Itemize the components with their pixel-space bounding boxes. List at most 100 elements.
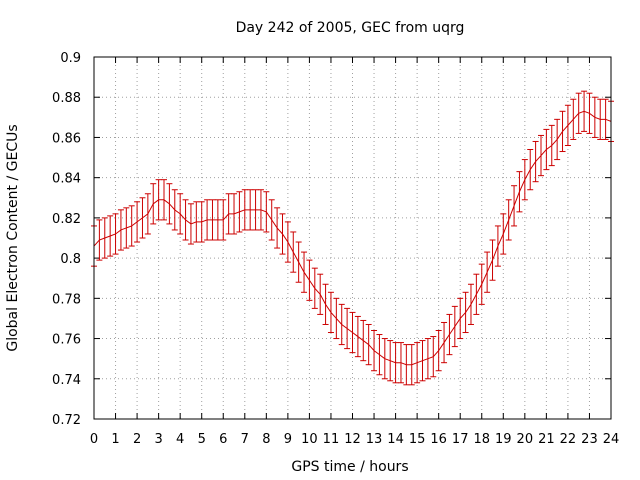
x-tick-label: 0: [90, 432, 98, 447]
errorbar-point: [575, 92, 582, 134]
y-tick-label: 0.88: [52, 91, 81, 106]
errorbar-point: [435, 330, 442, 372]
errorbar-point: [295, 241, 302, 283]
x-tick-label: 8: [262, 432, 270, 447]
errorbar-point: [537, 134, 544, 177]
errorbar-point: [263, 191, 270, 233]
y-tick-label: 0.8: [60, 252, 81, 267]
errorbar-point: [392, 342, 399, 384]
errorbar-point: [193, 201, 200, 243]
errorbar-point: [209, 199, 216, 241]
errorbar-point: [257, 189, 264, 231]
errorbar-point: [177, 193, 184, 235]
errorbar-point: [236, 191, 243, 233]
errorbar-point: [187, 203, 194, 245]
x-tick-label: 23: [581, 432, 598, 447]
errorbar-point: [107, 215, 114, 257]
errorbar-point: [317, 273, 324, 315]
x-tick-label: 3: [154, 432, 162, 447]
errorbar-point: [128, 205, 135, 247]
x-tick-label: 15: [409, 432, 426, 447]
x-tick-label: 1: [111, 432, 119, 447]
errorbar-point: [564, 104, 571, 146]
errorbar-point: [274, 207, 281, 249]
errorbar-point: [586, 92, 593, 134]
errorbar-point: [241, 189, 248, 231]
errorbar-point: [387, 340, 394, 382]
errorbar-point: [301, 251, 308, 293]
x-tick-label: 17: [452, 432, 469, 447]
errorbar-point: [570, 98, 577, 140]
errorbar-point: [96, 219, 103, 261]
errorbar-point: [220, 199, 227, 241]
errorbar-point: [467, 283, 474, 325]
errorbar-point: [597, 98, 604, 140]
x-tick-label: 9: [284, 432, 292, 447]
errorbar-point: [403, 344, 410, 386]
errorbar-point: [397, 342, 404, 384]
errorbar-point: [117, 209, 124, 251]
y-tick-label: 0.84: [52, 172, 81, 187]
errorbar-point: [225, 193, 232, 235]
x-tick-label: 4: [176, 432, 184, 447]
x-tick-label: 24: [603, 432, 620, 447]
series-errorbars: [91, 90, 614, 386]
errorbar-point: [306, 259, 313, 301]
x-tick-label: 19: [495, 432, 512, 447]
errorbar-point: [376, 334, 383, 376]
errorbar-point: [171, 189, 178, 231]
errorbar-point: [155, 179, 162, 221]
errorbar-point: [591, 96, 598, 138]
errorbar-point: [532, 140, 539, 183]
errorbar-point: [500, 213, 507, 255]
x-tick-label: 7: [241, 432, 249, 447]
errorbar-point: [462, 291, 469, 334]
tick-labels: 0 1 2 3 4 5 6 7 8 9 10 11 12 13 14 15 16 17 18 19 20 21 22 23 24…: [52, 51, 619, 447]
errorbar-point: [581, 90, 588, 132]
x-tick-label: 2: [133, 432, 141, 447]
errorbar-point: [247, 189, 254, 231]
errorbar-point: [419, 340, 426, 382]
y-tick-label: 0.74: [52, 373, 81, 388]
chart-title: Day 242 of 2005, GEC from uqrg: [236, 20, 465, 36]
errorbar-point: [311, 267, 318, 309]
x-tick-label: 21: [538, 432, 555, 447]
errorbar-point: [489, 239, 496, 281]
errorbar-point: [139, 197, 146, 239]
errorbar-point: [231, 193, 238, 235]
x-tick-label: 5: [198, 432, 206, 447]
errorbar-point: [284, 221, 291, 263]
errorbar-point: [484, 251, 491, 293]
x-tick-label: 6: [219, 432, 227, 447]
errorbar-point: [559, 110, 566, 153]
y-tick-label: 0.76: [52, 333, 81, 348]
x-tick-label: 14: [387, 432, 404, 447]
y-tick-label: 0.72: [52, 413, 81, 428]
errorbar-point: [166, 183, 173, 225]
errorbar-point: [441, 321, 448, 364]
errorbar-point: [430, 336, 437, 378]
errorbar-point: [161, 179, 168, 221]
errorbar-point: [252, 189, 259, 231]
errorbar-point: [494, 225, 501, 267]
errorbar-point: [344, 307, 351, 350]
errorbar-point: [414, 342, 421, 384]
errorbar-point: [408, 344, 415, 386]
x-tick-label: 13: [366, 432, 383, 447]
errorbar-point: [144, 193, 151, 235]
errorbar-point: [451, 305, 458, 348]
errorbar-point: [602, 98, 609, 140]
errorbar-point: [516, 171, 523, 213]
errorbar-point: [322, 283, 329, 325]
x-tick-label: 12: [344, 432, 361, 447]
errorbar-point: [360, 319, 367, 362]
errorbar-point: [214, 199, 221, 241]
errorbar-point: [123, 207, 130, 249]
x-tick-label: 10: [301, 432, 318, 447]
x-axis-label: GPS time / hours: [291, 459, 408, 475]
errorbar-point: [457, 297, 464, 340]
errorbar-point: [548, 124, 555, 167]
